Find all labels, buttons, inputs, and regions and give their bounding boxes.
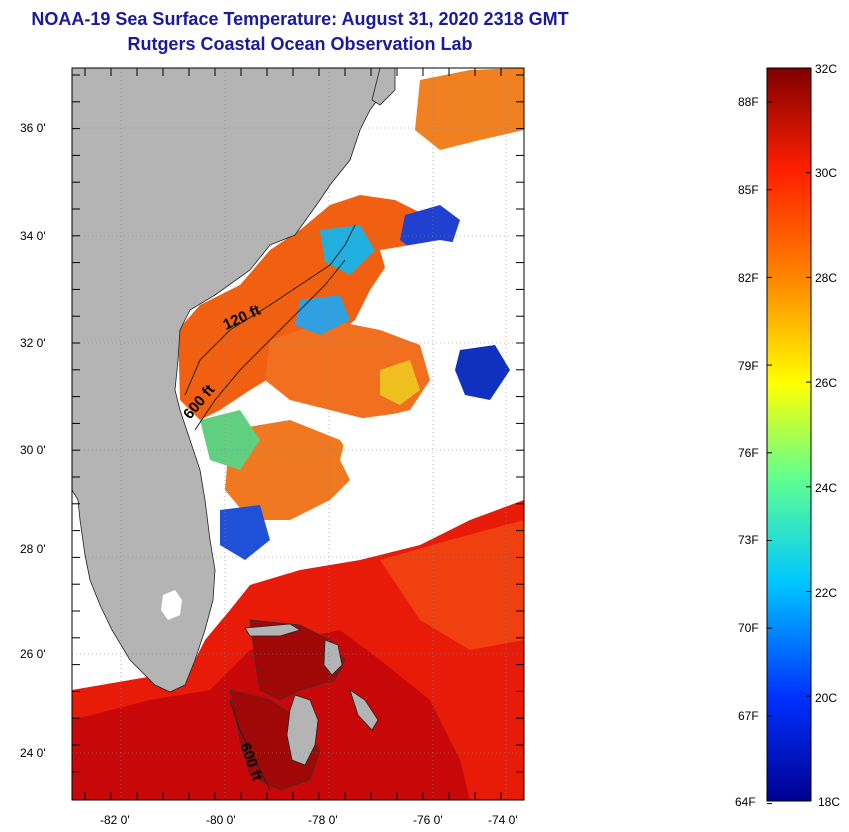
axis-ticks	[72, 68, 524, 800]
cb-label-88f: 88F	[738, 95, 759, 109]
lon-axis: -82 0' -80 0' -78 0' -76 0' -74 0'	[100, 813, 518, 827]
island-abaco	[323, 639, 343, 676]
lon-label-74: -74 0'	[488, 813, 518, 827]
colorbar: 32C 30C 28C 26C 24C 22C 20C 18C 88F 85F …	[735, 62, 840, 809]
sst-cool-patch-3	[295, 295, 350, 335]
map-subtitle: Rutgers Coastal Ocean Observation Lab	[127, 34, 473, 54]
colorbar-gradient	[766, 67, 812, 802]
cb-label-22c: 22C	[815, 586, 837, 600]
cb-label-28c: 28C	[815, 271, 837, 285]
sst-orange-mid	[225, 420, 360, 520]
bahamas-bank	[249, 619, 346, 701]
lat-label-36: 36 0'	[20, 121, 46, 135]
contour-600ft-south	[229, 699, 271, 791]
lat-label-26: 26 0'	[20, 647, 46, 661]
lon-label-82: -82 0'	[100, 813, 130, 827]
lon-label-80: -80 0'	[206, 813, 236, 827]
sst-orange-patch-se	[380, 520, 524, 650]
cb-label-76f: 76F	[738, 446, 759, 460]
island-andros	[286, 694, 319, 766]
sst-cyan-patch	[320, 225, 375, 275]
land-northeast	[371, 68, 396, 106]
island-eleuthera	[349, 689, 379, 731]
cb-label-67f: 67F	[738, 709, 759, 723]
sst-green-patch-1	[200, 410, 260, 470]
cb-label-85f: 85F	[738, 183, 759, 197]
cloud-patch-1	[380, 240, 524, 345]
cloud-patch-2	[340, 410, 524, 520]
lon-label-76: -76 0'	[413, 813, 443, 827]
cb-label-26c: 26C	[815, 376, 837, 390]
cb-label-30c: 30C	[815, 166, 837, 180]
bahamas-bank-2	[229, 689, 321, 791]
lon-label-78: -78 0'	[308, 813, 338, 827]
island-grand-bahama	[244, 623, 301, 637]
sst-cool-patch-4	[220, 505, 270, 560]
sst-orange-north	[415, 68, 524, 150]
lat-label-30: 30 0'	[20, 443, 46, 457]
cb-label-32c: 32C	[815, 62, 837, 76]
lat-label-34: 34 0'	[20, 229, 46, 243]
map-area	[72, 68, 524, 800]
contour-600ft	[194, 259, 346, 431]
graticule	[72, 68, 524, 800]
lat-axis: 36 0' 34 0' 32 0' 30 0' 28 0' 26 0' 24 0…	[20, 121, 46, 760]
sst-yellow-patch	[380, 360, 420, 405]
lake-okeechobee	[161, 590, 182, 620]
cb-label-70f: 70F	[738, 621, 759, 635]
cb-label-20c: 20C	[815, 691, 837, 705]
cloud-patch-3	[440, 145, 524, 200]
map-frame	[71, 67, 525, 801]
land-us-florida	[72, 68, 386, 693]
cb-label-73f: 73F	[738, 533, 759, 547]
map-title: NOAA-19 Sea Surface Temperature: August …	[31, 9, 569, 29]
sst-cool-patch-2	[455, 345, 510, 400]
cb-label-79f: 79F	[738, 359, 759, 373]
contour-120ft	[184, 224, 356, 396]
lat-label-32: 32 0'	[20, 336, 46, 350]
lat-label-24: 24 0'	[20, 746, 46, 760]
lat-label-28: 28 0'	[20, 542, 46, 556]
cb-label-82f: 82F	[738, 271, 759, 285]
colorbar-ticks	[767, 67, 811, 805]
cb-label-18c: 18C	[818, 795, 840, 809]
cb-label-24c: 24C	[815, 481, 837, 495]
cb-label-64f: 64F	[735, 795, 756, 809]
